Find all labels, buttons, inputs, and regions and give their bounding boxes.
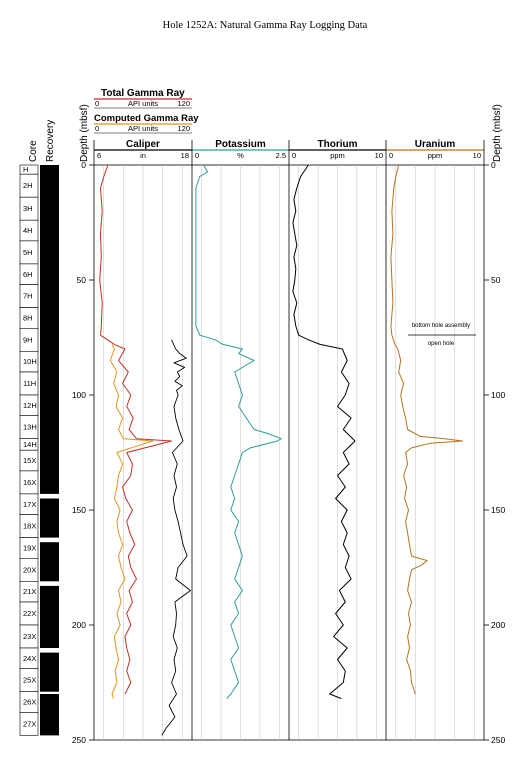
core-label: H (23, 165, 28, 174)
legend-total-gamma-unit: API units (128, 99, 158, 108)
track-title-potassium: Potassium (215, 139, 266, 150)
core-label: 17X (23, 500, 36, 509)
curve-potassium (195, 164, 282, 699)
core-label: 24X (23, 654, 36, 663)
recovery-gap (39, 493, 60, 499)
depth-ticks: 0 0 50 50 100 100 150 150 200 200 250 250 (72, 160, 506, 745)
log-curves (99, 164, 463, 736)
figure-title: Hole 1252A: Natural Gamma Ray Logging Da… (163, 20, 368, 31)
core-label: 15X (23, 456, 36, 465)
legend-computed-gamma-unit: API units (128, 124, 158, 133)
legend-computed-gamma-min: 0 (95, 124, 99, 133)
core-label: 10H (23, 357, 37, 366)
core-label: 18X (23, 522, 36, 531)
recovery-gap (39, 648, 60, 653)
recovery-gap (39, 581, 60, 586)
curve-uranium (390, 164, 463, 695)
legend-total-gamma-max: 120 (177, 99, 190, 108)
legend-computed-gamma-label: Computed Gamma Ray (94, 113, 199, 124)
track-min-caliper: 6 (97, 151, 101, 160)
depth-tick-label-left: 100 (72, 390, 86, 400)
track-unit-caliper: in (140, 151, 146, 160)
core-label: 6H (23, 270, 33, 279)
curve-total-gamma-ray (99, 164, 173, 695)
curve-caliper (161, 339, 191, 736)
core-label: 4H (23, 226, 33, 235)
track-headers: Caliper 6 in 18 Potassium 0% 2.5 Thorium 0 ppm 10 U… (94, 139, 484, 160)
core-label: 20X (23, 565, 36, 574)
core-label: 22X (23, 609, 36, 618)
core-label: 9H (23, 335, 33, 344)
track-max-potassium: 2.5 (276, 151, 286, 160)
depth-tick-label-right: 250 (491, 735, 505, 745)
recovery-gap (39, 691, 60, 694)
core-label: 21X (23, 587, 36, 596)
core-label: 12H (23, 401, 37, 410)
core-label: 27X (23, 719, 36, 728)
core-label: 2H (23, 181, 33, 190)
depth-tick-label-right: 0 (491, 160, 496, 170)
track-max-uranium: 10 (473, 151, 481, 160)
core-label: 11H (23, 379, 36, 388)
depth-tick-label-right: 200 (491, 620, 505, 630)
depth-tick-label-left: 150 (72, 505, 86, 515)
bha-annotation: bottom hole assembly open hole (408, 323, 476, 347)
track-min-potassium: 0 (195, 151, 199, 160)
depth-axis-label-right: Depth (mbsf) (492, 104, 503, 162)
core-label: 3H (23, 204, 33, 213)
recovery-column-label: Recovery (45, 120, 56, 162)
depth-tick-label-left: 50 (77, 275, 87, 285)
legend-computed-gamma-max: 120 (177, 124, 190, 133)
core-label: 7H (23, 292, 33, 301)
core-label: 13H (23, 423, 37, 432)
depth-tick-label-right: 50 (491, 275, 501, 285)
recovery-column (39, 165, 60, 736)
track-unit-potassium: % (237, 151, 244, 160)
curve-thorium (292, 164, 356, 700)
core-cell (19, 712, 39, 736)
recovery-bar (40, 165, 59, 736)
track-min-uranium: 0 (389, 151, 393, 160)
legend-total-gamma: Total Gamma Ray 0 API units 120 (94, 88, 192, 109)
legend-computed-gamma: Computed Gamma Ray 0 API units 120 (94, 113, 199, 134)
depth-tick-label-left: 250 (72, 735, 86, 745)
track-max-caliper: 18 (181, 151, 189, 160)
track-unit-uranium: ppm (428, 151, 443, 160)
open-hole-label: open hole (428, 341, 455, 347)
depth-tick-label-right: 100 (491, 390, 505, 400)
core-label: 14H (23, 440, 37, 449)
track-max-thorium: 10 (375, 151, 383, 160)
legend-total-gamma-min: 0 (95, 99, 99, 108)
track-unit-thorium: ppm (330, 151, 345, 160)
track-title-uranium: Uranium (415, 139, 456, 150)
track-title-caliper: Caliper (126, 139, 160, 150)
depth-axis-label-left: Depth (mbsf) (79, 104, 90, 162)
curve-computed-gamma-ray (109, 344, 154, 699)
core-column: H 2H 3H 4H 5H 6H 7H 8H 9H 10H 11H 12H 13H 14H 15X 16X 17… (19, 164, 39, 736)
bha-label: bottom hole assembly (412, 323, 470, 329)
core-label: 19X (23, 543, 36, 552)
core-label: 16X (23, 478, 36, 487)
core-label: 5H (23, 248, 33, 257)
core-label: 23X (23, 632, 36, 641)
core-column-label: Core (28, 140, 39, 162)
core-label: 25X (23, 676, 36, 685)
legend-total-gamma-label: Total Gamma Ray (101, 88, 185, 99)
depth-tick-label-left: 200 (72, 620, 86, 630)
track-min-thorium: 0 (292, 151, 296, 160)
core-label: 26X (23, 698, 36, 707)
track-title-thorium: Thorium (318, 139, 358, 150)
depth-tick-label-right: 150 (491, 505, 505, 515)
recovery-gap (39, 537, 60, 543)
track-grid (93, 140, 485, 741)
core-label: 8H (23, 313, 33, 322)
depth-tick-label-left: 0 (81, 160, 86, 170)
